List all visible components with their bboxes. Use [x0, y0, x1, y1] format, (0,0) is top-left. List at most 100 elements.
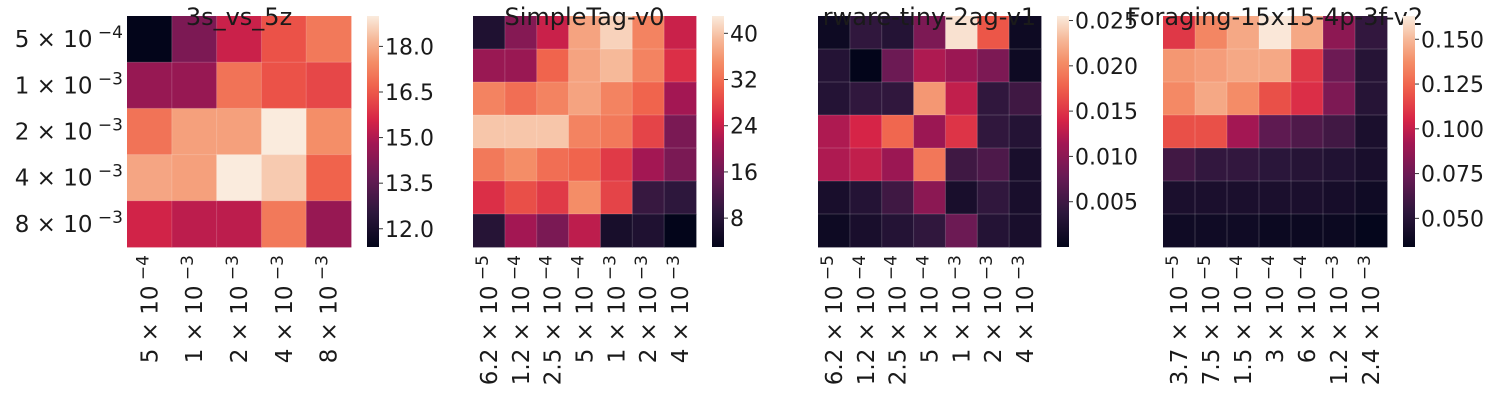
heatmap-cell — [568, 181, 601, 215]
heatmap-cell — [913, 214, 946, 248]
heatmap-cell — [1259, 16, 1292, 50]
heatmap-cell — [1195, 16, 1228, 50]
chart-title: Foraging-15x15-4p-3f-v2 — [1127, 3, 1423, 31]
heatmap-cell — [1323, 148, 1356, 182]
x-tick-label: 1.2 × 10 −4 — [505, 255, 535, 385]
heatmap-cell — [849, 115, 883, 149]
heatmap-cell — [127, 62, 173, 109]
heatmap-cell — [1323, 16, 1356, 50]
heatmap-cell — [632, 148, 665, 182]
heatmap-cell — [536, 148, 569, 182]
heatmap-cell — [977, 214, 1010, 248]
heatmap-cell — [127, 16, 173, 63]
heatmap-cell — [568, 148, 601, 182]
heatmap-cell — [818, 82, 851, 116]
heatmap-cell — [818, 214, 851, 248]
heatmap-cell — [1227, 148, 1260, 182]
colorbar-tick-label: 0.010 — [1075, 145, 1138, 170]
heatmap-cell — [600, 148, 633, 182]
heatmap-cell — [261, 62, 307, 109]
y-tick-label: 2 × 10 −3 — [15, 116, 123, 146]
heatmap-cell — [306, 200, 352, 248]
heatmap-cell — [1355, 181, 1388, 215]
heatmap-cell — [1291, 16, 1324, 50]
colorbar-tick-label: 32 — [730, 69, 758, 94]
x-tick-label: 1.2 × 10 −4 — [850, 255, 880, 385]
heatmap-cell — [1009, 82, 1042, 116]
heatmap-cell — [849, 82, 883, 116]
heatmap-cell — [881, 181, 914, 215]
colorbar — [712, 16, 724, 247]
heatmap-cell — [1009, 49, 1042, 83]
heatmap-cell — [600, 16, 633, 50]
heatmap-cell — [216, 16, 262, 63]
heatmap-cell — [849, 16, 883, 50]
heatmap-cell — [261, 16, 307, 63]
heatmap-cell — [600, 49, 633, 83]
heatmap-cell — [664, 148, 697, 182]
colorbar-tick-label: 0.075 — [1421, 163, 1484, 188]
heatmap-cell — [216, 154, 262, 202]
heatmap-cell — [1227, 214, 1260, 248]
colorbar-tick-label: 0.125 — [1421, 73, 1484, 98]
chart-title: rware-tiny-2ag-v1 — [823, 3, 1036, 31]
heatmap-cell — [1323, 49, 1356, 83]
heatmap-cell — [977, 49, 1010, 83]
heatmap-cell — [818, 115, 851, 149]
heatmap-cell — [1009, 148, 1042, 182]
colorbar — [1057, 16, 1069, 247]
heatmap-cell — [504, 16, 538, 50]
x-tick-label: 4 × 10 −3 — [664, 255, 694, 363]
heatmap-cell — [473, 148, 506, 182]
heatmap-cell — [171, 200, 217, 248]
colorbar-tick-label: 18.0 — [385, 35, 434, 60]
heatmap-cell — [1163, 214, 1196, 248]
x-tick-label: 2.5 × 10 −4 — [537, 255, 567, 385]
colorbar-tick-label: 0.100 — [1421, 118, 1484, 143]
heatmap-cell — [171, 154, 217, 202]
heatmap-cell — [818, 16, 851, 50]
heatmap-cell — [1163, 148, 1196, 182]
heatmap-cell — [568, 115, 601, 149]
heatmap-cell — [306, 62, 352, 109]
heatmap-cell — [1009, 181, 1042, 215]
x-tick-label: 3.7 × 10 −5 — [1163, 255, 1193, 385]
colorbar-tick-label: 40 — [730, 22, 758, 47]
heatmap-cell — [1291, 115, 1324, 149]
colorbar-tick-label: 8 — [730, 207, 744, 232]
heatmap-cell — [881, 16, 914, 50]
heatmap-cell — [913, 49, 946, 83]
x-tick-label: 3 × 10 −4 — [1259, 255, 1289, 363]
x-tick-label: 1 × 10 −3 — [945, 255, 975, 363]
heatmap-cell — [1259, 181, 1292, 215]
heatmap-cell — [1227, 82, 1260, 116]
colorbar-tick-label: 0.025 — [1075, 10, 1138, 35]
heatmap-cell — [127, 108, 173, 155]
heatmap-cell — [1163, 115, 1196, 149]
heatmap-cell — [945, 148, 978, 182]
heatmap-cell — [600, 115, 633, 149]
heatmap-cell — [1009, 214, 1042, 248]
colorbar-tick-label: 24 — [730, 115, 758, 140]
heatmap-cell — [1355, 49, 1388, 83]
heatmap-cell — [849, 49, 883, 83]
heatmap-cell — [1323, 214, 1356, 248]
heatmap-cell — [913, 82, 946, 116]
heatmap-cell — [1009, 16, 1042, 50]
heatmap-cell — [632, 115, 665, 149]
heatmap-cell — [945, 82, 978, 116]
heatmap-cell — [818, 148, 851, 182]
colorbar-tick-label: 0.020 — [1075, 55, 1138, 80]
heatmap-cell — [261, 200, 307, 248]
heatmap-cell — [216, 200, 262, 248]
heatmap-cell — [1227, 49, 1260, 83]
heatmap-cell — [261, 108, 307, 155]
heatmap-cell — [1227, 181, 1260, 215]
heatmap-cell — [600, 214, 633, 248]
heatmap-cell — [881, 49, 914, 83]
heatmap-cell — [632, 16, 665, 50]
heatmap-cell — [504, 115, 538, 149]
heatmap-cell — [473, 49, 506, 83]
